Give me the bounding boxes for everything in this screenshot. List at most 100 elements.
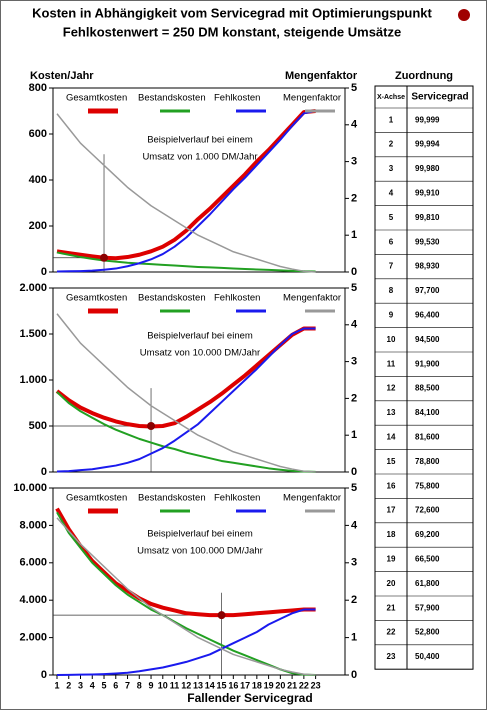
legend-label: Bestandskosten: [138, 93, 206, 104]
x-tick-label: 7: [125, 680, 130, 690]
x-tick-label: 19: [264, 680, 274, 690]
y-tick-label: 6.000: [19, 557, 47, 569]
y2-tick-label: 1: [351, 229, 357, 241]
legend-label: Bestandskosten: [138, 293, 206, 304]
x-tick-label: 14: [205, 680, 215, 690]
x-axis-label: Fallender Servicegrad: [187, 691, 312, 705]
table-cell: 52,800: [415, 628, 440, 637]
y-tick-label: 500: [29, 420, 47, 432]
series-line: [56, 517, 316, 676]
table-cell: 94,500: [415, 335, 440, 344]
y2-tick-label: 4: [351, 319, 358, 331]
optimum-point: [217, 611, 226, 620]
y-tick-label: 2.000: [19, 632, 47, 644]
table-header: X-Achse: [377, 94, 405, 101]
table-cell: 16: [387, 481, 396, 490]
annotation: Beispielverlauf bei einem: [147, 135, 253, 146]
y-tick-label: 10.000: [13, 482, 47, 494]
table-cell: 88,500: [415, 384, 440, 393]
y2-tick-label: 2: [351, 594, 357, 606]
x-tick-label: 17: [240, 680, 250, 690]
legend-label: Fehlkosten: [214, 293, 260, 304]
table-cell: 3: [389, 164, 394, 173]
x-tick-label: 13: [193, 680, 203, 690]
series-line: [56, 113, 316, 273]
table-cell: 99,810: [415, 213, 440, 222]
y-tick-label: 600: [29, 128, 47, 140]
y2-tick-label: 2: [351, 192, 357, 204]
table-cell: 78,800: [415, 457, 440, 466]
table-cell: 6: [389, 237, 394, 246]
x-tick-label: 23: [311, 680, 321, 690]
legend-label: Gesamtkosten: [66, 493, 127, 504]
y-tick-label: 400: [29, 174, 47, 186]
legend-label: Mengenfaktor: [283, 293, 341, 304]
y-axis-label: Kosten/Jahr: [30, 70, 94, 82]
table-cell: 97,700: [415, 286, 440, 295]
x-tick-label: 8: [137, 680, 142, 690]
table-cell: 5: [389, 213, 394, 222]
x-tick-label: 9: [149, 680, 154, 690]
legend-label: Mengenfaktor: [283, 93, 341, 104]
table-cell: 22: [387, 628, 396, 637]
table-cell: 84,100: [415, 408, 440, 417]
table-cell: 1: [389, 115, 394, 124]
x-tick-label: 5: [102, 680, 107, 690]
y2-tick-label: 3: [351, 356, 357, 368]
y2-tick-label: 1: [351, 429, 357, 441]
table-title: Zuordnung: [395, 70, 453, 82]
table-cell: 50,400: [415, 652, 440, 661]
table-cell: 99,910: [415, 189, 440, 198]
legend-label: Gesamtkosten: [66, 93, 127, 104]
y-tick-label: 1.000: [19, 374, 47, 386]
y2-tick-label: 3: [351, 156, 357, 168]
table-cell: 11: [387, 359, 396, 368]
y2-tick-label: 0: [351, 266, 357, 278]
y2-tick-label: 5: [351, 482, 357, 494]
series-line: [56, 327, 316, 473]
table-cell: 99,530: [415, 237, 440, 246]
optimum-point: [147, 422, 156, 430]
table-cell: 81,600: [415, 433, 440, 442]
x-tick-label: 2: [66, 680, 71, 690]
y-tick-label: 2.000: [19, 282, 47, 294]
legend-label: Fehlkosten: [214, 93, 260, 104]
series-line: [56, 110, 316, 273]
annotation: Beispielverlauf bei einem: [147, 331, 253, 342]
x-tick-label: 6: [113, 680, 118, 690]
x-tick-label: 4: [90, 680, 95, 690]
x-tick-label: 11: [170, 680, 180, 690]
y-tick-label: 0: [41, 669, 47, 681]
y2-tick-label: 5: [351, 282, 357, 294]
table-frame: [374, 85, 474, 670]
series-line: [55, 507, 316, 618]
table-cell: 4: [389, 189, 394, 198]
y2-tick-label: 0: [351, 466, 357, 478]
y-tick-label: 8.000: [19, 519, 47, 531]
table-cell: 15: [387, 457, 396, 466]
table-cell: 99,980: [415, 164, 440, 173]
table-cell: 19: [387, 555, 396, 564]
table-cell: 8: [389, 286, 394, 295]
table-cell: 75,800: [415, 481, 440, 490]
y2-tick-label: 4: [351, 519, 358, 531]
annotation: Umsatz von 100.000 DM/Jahr: [137, 546, 263, 557]
legend-label: Bestandskosten: [138, 493, 206, 504]
x-tick-label: 15: [217, 680, 227, 690]
y2-tick-label: 3: [351, 557, 357, 569]
table-cell: 14: [387, 433, 396, 442]
series-line: [56, 313, 316, 473]
table-cell: 12: [387, 384, 396, 393]
x-tick-label: 12: [181, 680, 191, 690]
table-cell: 9: [389, 311, 394, 320]
decor-dot: [458, 9, 470, 21]
title-line: Fehlkostenwert = 250 DM konstant, steige…: [63, 24, 401, 39]
legend-label: Gesamtkosten: [66, 293, 127, 304]
table-cell: 10: [387, 335, 396, 344]
table-cell: 99,999: [415, 115, 440, 124]
y-tick-label: 0: [41, 466, 47, 478]
annotation: Umsatz von 1.000 DM/Jahr: [142, 152, 257, 163]
y-tick-label: 0: [41, 266, 47, 278]
table-cell: 2: [389, 140, 394, 149]
y-tick-label: 1.500: [19, 328, 47, 340]
